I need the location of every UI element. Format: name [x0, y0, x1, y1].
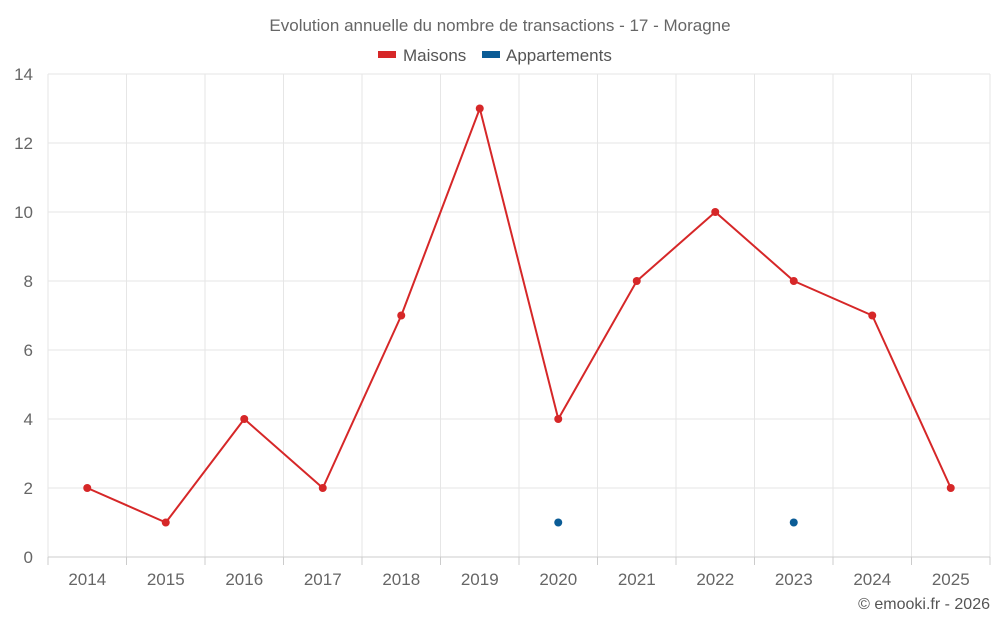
data-point-maisons[interactable]: [83, 484, 92, 492]
x-tick-label: 2020: [539, 570, 577, 589]
legend-swatch-appartements: [482, 51, 500, 58]
chart-title: Evolution annuelle du nombre de transact…: [269, 16, 730, 35]
data-point-maisons[interactable]: [397, 311, 406, 320]
data-point-maisons[interactable]: [475, 104, 484, 113]
legend-label-appartements: Appartements: [506, 46, 612, 65]
x-tick-label: 2023: [775, 570, 813, 589]
data-point-maisons[interactable]: [711, 208, 720, 216]
x-tick-label: 2014: [68, 570, 106, 589]
legend-item-maisons[interactable]: Maisons: [378, 46, 466, 65]
series-layer: [83, 104, 955, 527]
series-line-maisons: [86, 107, 952, 524]
x-tick-label: 2018: [382, 570, 420, 589]
legend-label-maisons: Maisons: [403, 46, 466, 65]
x-tick-label: 2021: [618, 570, 656, 589]
x-tick-label: 2024: [853, 570, 891, 589]
data-point-maisons[interactable]: [789, 277, 798, 285]
x-tick-label: 2019: [461, 570, 499, 589]
grid: [47, 73, 991, 557]
legend-swatch-maisons: [378, 51, 396, 58]
x-tick-label: 2017: [304, 570, 342, 589]
y-tick-label: 0: [24, 548, 33, 567]
data-point-maisons[interactable]: [554, 415, 563, 423]
data-point-maisons[interactable]: [632, 277, 641, 285]
x-tick-label: 2015: [147, 570, 185, 589]
data-point-appartements[interactable]: [789, 518, 798, 527]
y-axis-ticks: 0 2 4 6 8 10 12 14: [14, 65, 33, 567]
data-point-appartements[interactable]: [554, 518, 563, 527]
x-tick-label: 2022: [696, 570, 734, 589]
data-point-maisons[interactable]: [240, 415, 249, 423]
data-point-maisons[interactable]: [161, 518, 170, 527]
y-tick-label: 2: [24, 479, 33, 498]
y-tick-label: 8: [24, 272, 33, 291]
y-tick-label: 10: [14, 203, 33, 222]
x-tick-label: 2016: [225, 570, 263, 589]
data-point-maisons[interactable]: [946, 484, 955, 492]
data-point-maisons[interactable]: [318, 484, 327, 492]
legend: Maisons Appartements: [378, 46, 612, 65]
x-tick-label: 2025: [932, 570, 970, 589]
y-tick-label: 6: [24, 341, 33, 360]
y-tick-label: 4: [24, 410, 33, 429]
x-axis-ticks: 2014 2015 2016 2017 2018 2019 2020 2021 2022 2023…: [47, 557, 991, 589]
legend-item-appartements[interactable]: Appartements: [482, 46, 612, 65]
y-tick-label: 12: [14, 134, 33, 153]
data-point-maisons[interactable]: [868, 311, 877, 320]
y-tick-label: 14: [14, 65, 33, 84]
credit-text: © emooki.fr - 2026: [858, 596, 990, 613]
